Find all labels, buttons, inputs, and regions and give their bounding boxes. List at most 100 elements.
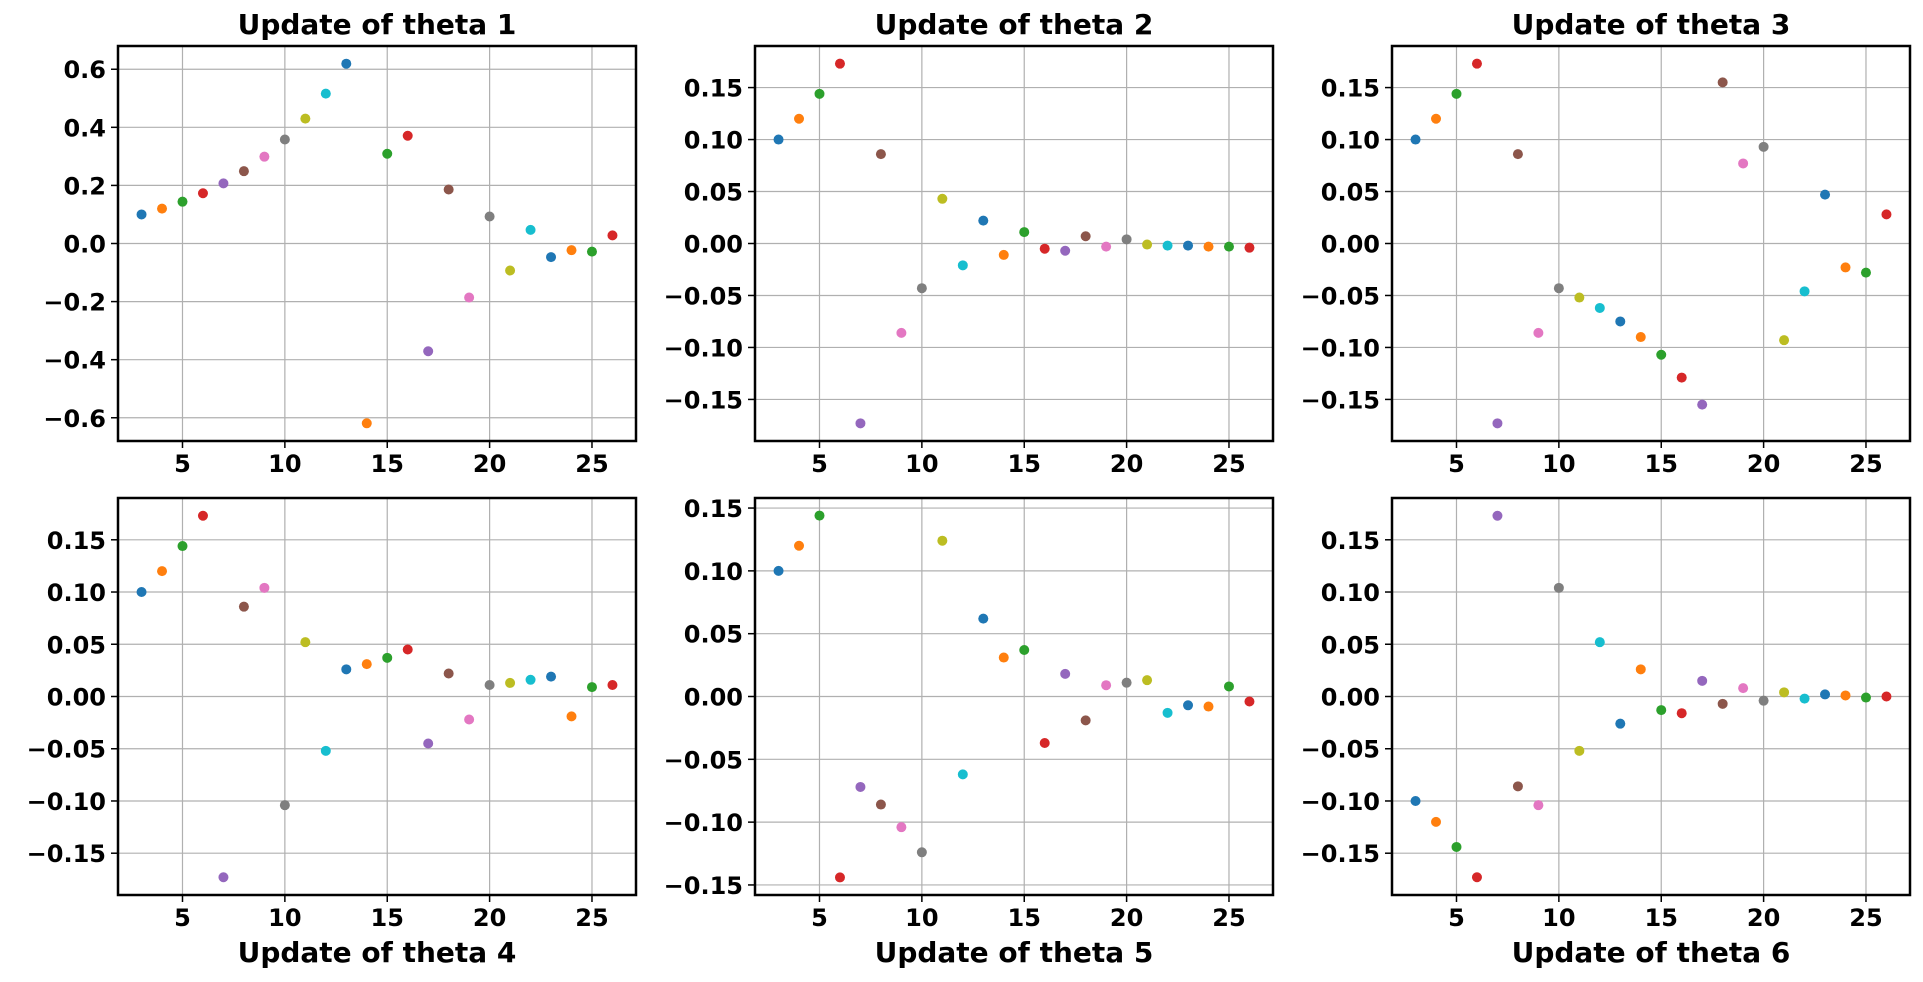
y-tick-label: 0.10 [1321, 579, 1380, 607]
data-point [320, 745, 331, 756]
data-point [1060, 245, 1071, 256]
y-tick-label: −0.15 [664, 872, 743, 900]
data-point [1594, 302, 1605, 313]
subplot-title: Update of theta 2 [875, 8, 1154, 41]
data-point [937, 535, 948, 546]
y-tick-label: 0.2 [63, 172, 106, 200]
x-tick-label: 10 [268, 904, 301, 932]
subplot-title: Update of theta 3 [1512, 8, 1791, 41]
data-point [566, 711, 577, 722]
data-point [1410, 134, 1421, 145]
data-point [1553, 582, 1564, 593]
data-point [1223, 681, 1234, 692]
y-tick-label: −0.10 [1301, 788, 1380, 816]
y-tick-label: −0.15 [664, 386, 743, 414]
data-point [1492, 418, 1503, 429]
data-point [1039, 243, 1050, 254]
data-point [1142, 239, 1153, 250]
data-point [443, 184, 454, 195]
data-point [794, 113, 805, 124]
y-tick-label: −0.6 [43, 405, 106, 433]
x-tick-label: 5 [174, 450, 191, 478]
data-point [320, 88, 331, 99]
data-point [1512, 149, 1523, 160]
data-point [259, 151, 270, 162]
data-point [1162, 240, 1173, 251]
y-tick-label: −0.05 [664, 282, 743, 310]
data-point [1203, 241, 1214, 252]
data-point [998, 652, 1009, 663]
y-tick-label: −0.15 [1301, 386, 1380, 414]
data-point [218, 872, 229, 883]
y-tick-label: −0.05 [27, 736, 106, 764]
y-tick-label: 0.00 [1321, 231, 1380, 259]
data-point [177, 541, 188, 552]
data-point [464, 714, 475, 725]
data-point [1162, 707, 1173, 718]
subplot-theta-2: 5 10 15 20 25 −0.15 −0.10 −0.05 0.00 0.05 0.10 0.15… [664, 8, 1275, 478]
data-point [978, 215, 989, 226]
data-point [1080, 715, 1091, 726]
data-point [586, 246, 597, 257]
data-point [834, 58, 845, 69]
data-point [1717, 698, 1728, 709]
x-tick-label: 25 [575, 904, 608, 932]
x-tick-label: 10 [905, 450, 938, 478]
data-point [916, 283, 927, 294]
data-point [1615, 316, 1626, 327]
data-point [1635, 332, 1646, 343]
data-point [136, 209, 147, 220]
subplot-theta-4: 5 10 15 20 25 −0.15 −0.10 −0.05 0.00 0.05 0.10 0.15… [27, 496, 638, 969]
x-tick-label: 5 [1448, 450, 1465, 478]
data-point [1431, 113, 1442, 124]
data-point [1799, 286, 1810, 297]
data-point [300, 637, 311, 648]
data-point [1121, 677, 1132, 688]
y-tick-label: −0.10 [1301, 334, 1380, 362]
data-point [1492, 510, 1503, 521]
data-point [1574, 745, 1585, 756]
data-point [1656, 705, 1667, 716]
y-tick-label: −0.10 [664, 809, 743, 837]
data-point [937, 193, 948, 204]
y-tick-label: 0.15 [1321, 527, 1380, 555]
x-tick-label: 25 [1212, 450, 1245, 478]
data-point [566, 245, 577, 256]
data-point [157, 203, 168, 214]
data-point [238, 166, 249, 177]
data-point [382, 652, 393, 663]
data-point [1142, 675, 1153, 686]
data-point [1451, 88, 1462, 99]
data-point [1779, 687, 1790, 698]
data-point [341, 58, 352, 69]
data-point [1717, 77, 1728, 88]
y-tick-label: 0.00 [684, 684, 743, 712]
data-point [443, 668, 454, 679]
subplot-theta-6: 5 10 15 20 25 −0.15 −0.10 −0.05 0.00 0.05 0.10 0.15… [1301, 496, 1912, 969]
x-tick-label: 15 [1008, 450, 1041, 478]
y-tick-label: 0.05 [684, 621, 743, 649]
data-point [1820, 189, 1831, 200]
data-point [978, 613, 989, 624]
x-tick-label: 20 [1110, 904, 1143, 932]
y-tick-label: 0.00 [47, 684, 106, 712]
data-point [1039, 737, 1050, 748]
data-point [1512, 781, 1523, 792]
data-point [1594, 637, 1605, 648]
data-point [607, 680, 618, 691]
x-tick-label: 10 [268, 450, 301, 478]
data-point [1820, 689, 1831, 700]
data-point [402, 644, 413, 655]
data-point [177, 196, 188, 207]
data-point [341, 664, 352, 675]
data-point [773, 134, 784, 145]
y-tick-label: −0.05 [1301, 282, 1380, 310]
data-point [361, 659, 372, 670]
data-point [197, 188, 208, 199]
data-point [875, 149, 886, 160]
data-point [814, 510, 825, 521]
x-tick-label: 5 [174, 904, 191, 932]
x-tick-label: 5 [811, 904, 828, 932]
x-tick-label: 5 [1448, 904, 1465, 932]
data-point [546, 252, 557, 263]
